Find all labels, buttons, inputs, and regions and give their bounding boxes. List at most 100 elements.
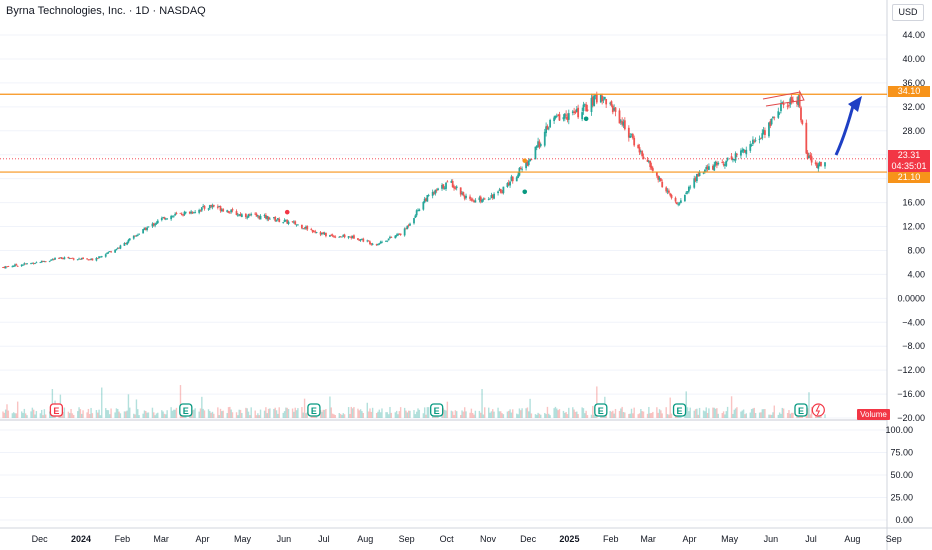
volume-axis[interactable]: 100.00 75.00 50.00 25.00 0.00 xyxy=(885,425,913,525)
volume-bar xyxy=(451,411,454,418)
candle xyxy=(498,189,501,191)
volume-bar xyxy=(540,414,542,418)
volume-bar xyxy=(294,407,296,418)
candle xyxy=(602,99,605,101)
volume-bar xyxy=(465,411,467,418)
volume-bar xyxy=(446,401,449,418)
volume-bar xyxy=(229,406,231,418)
time-tick-label: Jun xyxy=(764,534,779,544)
time-axis[interactable]: Dec 2024 Feb Mar Apr May Jun Jul Aug Sep Oct Nov Dec… xyxy=(32,534,902,544)
volume-bar xyxy=(490,411,493,418)
candle xyxy=(199,210,202,212)
candle xyxy=(521,168,523,170)
candle xyxy=(60,257,63,259)
candle xyxy=(725,160,728,166)
candle xyxy=(627,127,630,138)
volume-bar xyxy=(534,414,537,418)
time-tick-label: May xyxy=(721,534,739,544)
volume-bar xyxy=(732,413,734,418)
price-tick-label: −12.00 xyxy=(897,365,925,375)
volume-label-tag: Volume xyxy=(857,409,890,420)
price-tick-label: 40.00 xyxy=(902,54,925,64)
volume-bar xyxy=(217,407,219,418)
candle xyxy=(704,169,706,172)
candle xyxy=(679,200,682,203)
volume-bar xyxy=(237,415,239,418)
volume-bar xyxy=(624,412,626,418)
time-tick-label: May xyxy=(234,534,252,544)
volume-bar xyxy=(286,407,288,418)
volume-bar xyxy=(592,405,594,418)
volume-bar xyxy=(387,414,390,418)
candle xyxy=(566,116,569,121)
time-tick-label: Apr xyxy=(683,534,697,544)
candle xyxy=(482,199,485,200)
volume-bar xyxy=(754,412,757,418)
candle xyxy=(610,101,613,106)
candle xyxy=(613,108,616,111)
candle xyxy=(441,184,443,189)
candle xyxy=(489,198,491,200)
volume-bar xyxy=(338,413,340,418)
candle xyxy=(713,164,716,171)
volume-bar xyxy=(283,411,286,418)
candle xyxy=(820,161,822,166)
candle xyxy=(734,153,737,161)
volume-bar xyxy=(565,412,567,418)
candle xyxy=(661,181,664,188)
currency-button[interactable]: USD xyxy=(892,4,924,21)
candle xyxy=(147,226,150,228)
candle xyxy=(132,235,135,239)
time-tick-label: Feb xyxy=(603,534,619,544)
candle xyxy=(762,129,765,134)
volume-bar xyxy=(773,405,775,418)
candle xyxy=(538,141,541,148)
upper-level-tag: 34.10 xyxy=(888,86,930,97)
time-tick-label: Sep xyxy=(399,534,415,544)
candle xyxy=(12,266,15,267)
volume-bar xyxy=(493,411,495,418)
candle xyxy=(455,186,458,189)
candle xyxy=(284,219,287,221)
candle xyxy=(537,141,540,147)
candle xyxy=(511,176,514,182)
candle xyxy=(146,227,149,230)
candle xyxy=(172,215,175,217)
volume-bar xyxy=(250,407,252,418)
candle xyxy=(188,211,191,214)
last-price-tag: 23.31 xyxy=(888,150,930,161)
volume-bar xyxy=(370,411,372,418)
volume-bar xyxy=(246,408,248,418)
volume-bar xyxy=(427,407,430,418)
volume-bar xyxy=(213,413,215,418)
volume-bar xyxy=(302,412,304,418)
volume-bar xyxy=(135,399,138,418)
volume-bar xyxy=(114,412,116,418)
volume-bar xyxy=(714,408,717,418)
time-tick-label: Jun xyxy=(277,534,292,544)
candle xyxy=(469,196,471,199)
volume-bar xyxy=(509,409,511,418)
candle xyxy=(686,191,689,193)
volume-bar xyxy=(361,411,363,418)
volume-bar xyxy=(211,411,214,418)
candle xyxy=(451,181,454,188)
volume-bar xyxy=(194,408,196,418)
earnings-letter: E xyxy=(53,406,59,416)
candle xyxy=(226,210,229,212)
volume-bar xyxy=(91,413,94,418)
volume-bar xyxy=(740,411,742,418)
candle xyxy=(591,96,594,106)
horizontal-levels[interactable] xyxy=(0,93,887,173)
time-tick-label: Apr xyxy=(195,534,209,544)
drawings[interactable] xyxy=(284,91,862,215)
volume-bar xyxy=(518,408,521,418)
candle xyxy=(515,177,518,182)
volume-bar xyxy=(609,410,611,418)
earnings-icon: E xyxy=(307,403,321,417)
volume-bar xyxy=(221,411,223,418)
candle xyxy=(191,212,194,214)
